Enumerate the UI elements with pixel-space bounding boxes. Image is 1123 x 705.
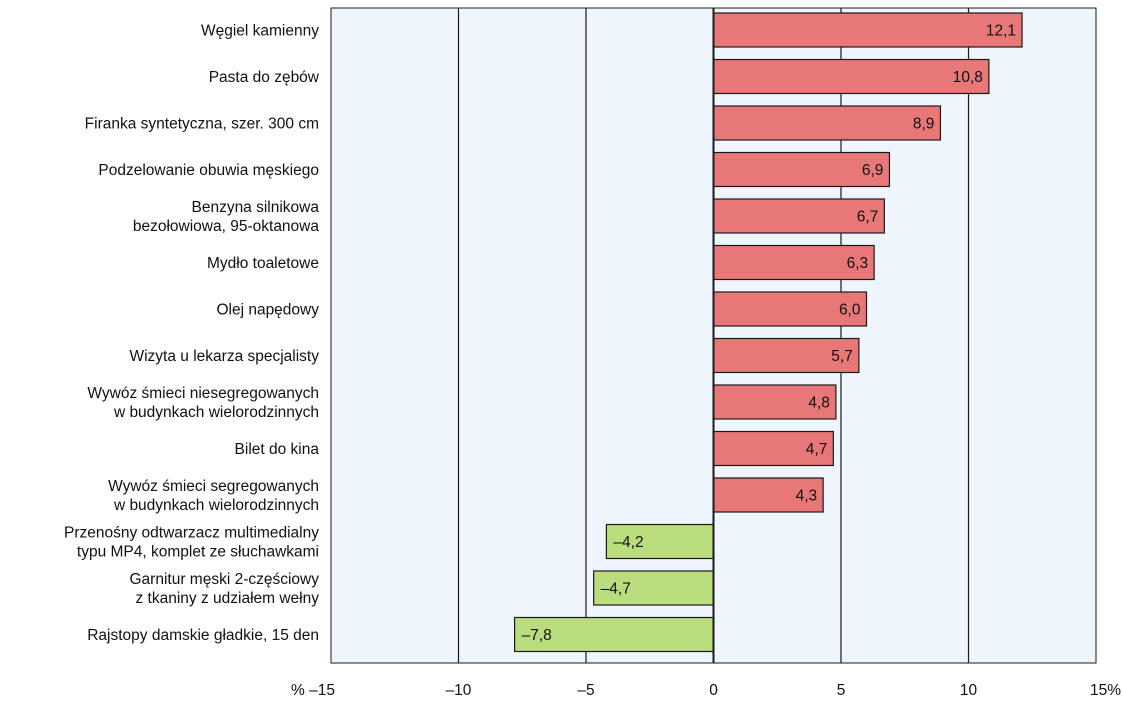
x-tick-label: % –15: [291, 682, 335, 699]
category-label: Benzyna silnikowa bezołowiowa, 95-oktanow…: [133, 199, 320, 235]
category-label: Garnitur męski 2-częściowy z tkaniny z ud…: [130, 571, 320, 607]
bar: [712, 477, 824, 513]
value-labels: 12,1 10,8 8,9 6,9 6,7 6,3 6,0 5,7 4,8 4,7 4,3 –4,2 –…: [522, 23, 1016, 645]
bar: [712, 384, 837, 420]
bar: [712, 58, 990, 95]
category-label: Mydło toaletowe: [207, 255, 319, 272]
category-label: Przenośny odtwarzacz multimedialny typu M…: [64, 525, 319, 561]
x-tick-label: –10: [446, 682, 472, 699]
value-label: 8,9: [913, 116, 935, 133]
value-label: –7,8: [522, 627, 552, 644]
value-label: 6,0: [839, 302, 861, 319]
category-label: Podzelowanie obuwia męskiego: [98, 162, 319, 179]
bar: [593, 570, 715, 606]
bars: [513, 12, 1023, 653]
bar: [605, 523, 715, 560]
value-label: 12,1: [986, 23, 1016, 40]
value-label: 4,3: [796, 488, 818, 505]
category-label: Bilet do kina: [235, 441, 320, 458]
value-label: 5,7: [831, 348, 853, 365]
category-label: Wizyta u lekarza specjalisty: [129, 348, 319, 365]
x-tick-label: –5: [577, 682, 594, 699]
value-label: –4,2: [613, 534, 643, 551]
category-label: Olej napędowy: [216, 302, 319, 319]
category-label: Węgiel kamienny: [201, 23, 319, 40]
bar: [712, 291, 868, 327]
value-label: –4,7: [601, 581, 631, 598]
bar: [712, 12, 1023, 48]
category-label: Wywóz śmieci segregowanych w budynkach wi…: [108, 478, 319, 514]
x-tick-label: 10: [960, 682, 978, 699]
category-label: Firanka syntetyczna, szer. 300 cm: [85, 116, 319, 133]
x-tick-label: 5: [837, 682, 846, 699]
bar: [712, 337, 860, 374]
x-tick-label: 0: [709, 682, 718, 699]
value-label: 4,7: [806, 441, 828, 458]
value-label: 6,3: [847, 255, 869, 272]
bar: [712, 244, 875, 281]
value-label: 6,9: [862, 162, 884, 179]
category-label: Wywóz śmieci niesegregowanych w budynkach…: [87, 385, 319, 421]
category-labels: Węgiel kamienny Pasta do zębów Firanka syn…: [64, 23, 320, 645]
x-tick-labels: % –15 –10 –5 0 5 10 15%: [291, 682, 1121, 699]
bar: [712, 105, 942, 141]
category-label: Pasta do zębów: [209, 69, 320, 86]
value-label: 6,7: [857, 209, 879, 226]
value-label: 4,8: [808, 395, 830, 412]
x-tick-label: 15%: [1090, 682, 1121, 699]
value-label: 10,8: [953, 69, 983, 86]
category-label: Rajstopy damskie gładkie, 15 den: [87, 627, 319, 644]
